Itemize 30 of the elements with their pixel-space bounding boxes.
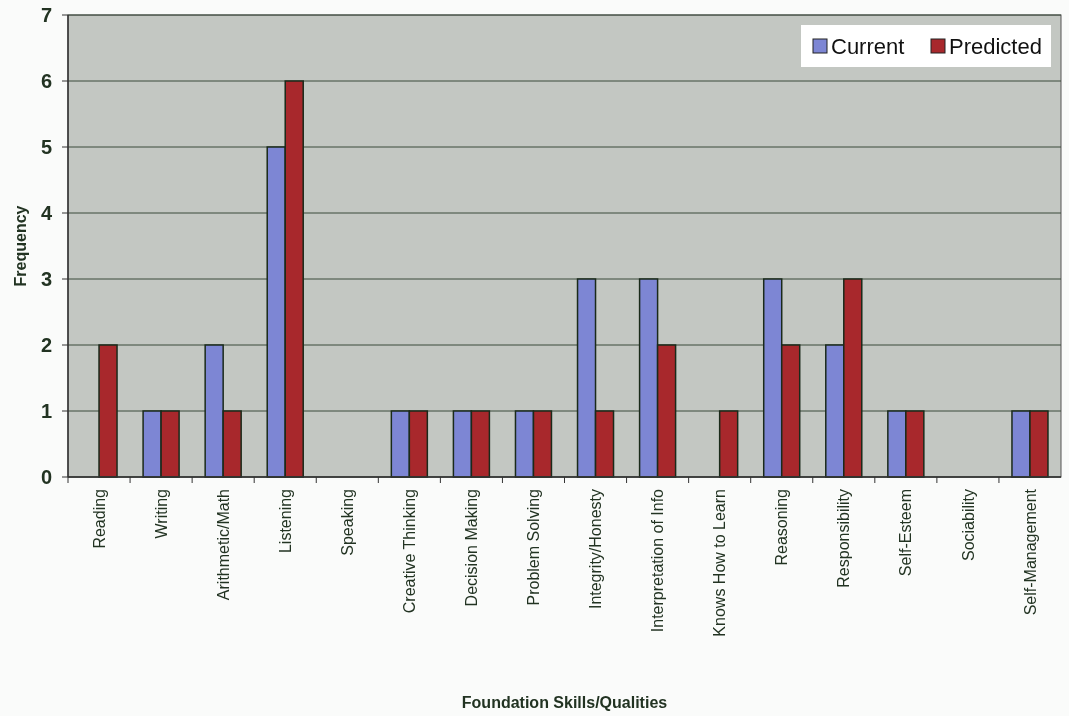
x-tick-label: Listening	[276, 489, 294, 554]
y-tick-label: 3	[40, 268, 52, 290]
x-tick-label: Responsibility	[835, 489, 853, 588]
x-tick-label: Sociability	[959, 489, 977, 562]
legend-label: Current	[831, 33, 905, 59]
x-tick-label: Problem Solving	[525, 489, 543, 606]
y-tick-label: 6	[40, 70, 52, 92]
x-tick-label: Self-Management	[1021, 488, 1039, 616]
y-tick-label: 5	[40, 136, 52, 158]
x-tick-label: Reading	[90, 489, 108, 549]
y-tick-label: 7	[40, 4, 52, 26]
x-tick-label: Knows How to Learn	[711, 489, 729, 637]
bar	[98, 344, 118, 478]
x-tick-label: Speaking	[338, 489, 356, 556]
x-tick-label: Integrity/Honesty	[587, 489, 605, 610]
y-tick-label: 0	[40, 466, 52, 488]
y-tick-label: 4	[40, 202, 53, 224]
x-tick-label: Interpretation of Info	[649, 488, 667, 633]
legend-label: Predicted	[949, 33, 1042, 59]
x-axis-title: Foundation Skills/Qualities	[461, 694, 668, 711]
y-tick-label: 2	[40, 334, 52, 356]
x-tick-label: Creative Thinking	[400, 489, 418, 614]
x-tick-label: Arithmetic/Math	[214, 489, 232, 601]
bar	[718, 410, 739, 478]
x-tick-label: Reasoning	[773, 489, 791, 566]
y-axis-title: Frequency	[11, 205, 29, 287]
y-tick-label: 1	[40, 400, 52, 422]
x-tick-label: Writing	[152, 489, 170, 539]
x-tick-label: Decision Making	[463, 489, 481, 607]
x-tick-label: Self-Esteem	[897, 489, 915, 577]
